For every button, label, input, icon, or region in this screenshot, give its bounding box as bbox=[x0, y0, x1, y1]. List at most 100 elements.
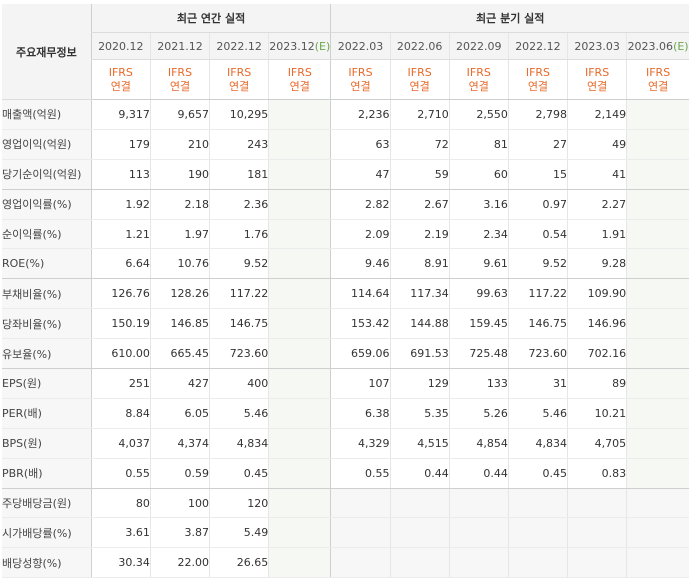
annual-value-cell: 9,317 bbox=[90, 99, 151, 130]
consolidated-label: 연결 bbox=[468, 79, 489, 93]
period-label: 2022.06 bbox=[396, 39, 443, 53]
quarter-value-cell: 117.34 bbox=[389, 278, 450, 310]
period-label: 2022.09 bbox=[456, 39, 502, 53]
ifrs-label: IFRS bbox=[525, 65, 551, 79]
ifrs-label: IFRS bbox=[348, 65, 373, 79]
annual-value-cell: 146.75 bbox=[209, 308, 269, 340]
quarter-value-cell: 2,149 bbox=[567, 99, 627, 130]
quarter-value-cell: 725.48 bbox=[448, 338, 509, 370]
table-row: 영업이익률(%) 1.92 2.18 2.36 2.82 2.67 3.16 0.97 2.27 bbox=[2, 189, 689, 220]
quarter-period-5: 2023.06(E) bbox=[626, 32, 689, 60]
annual-value-cell: 1.21 bbox=[90, 219, 151, 250]
estimate-mark: (E) bbox=[314, 39, 331, 53]
empty-cell bbox=[507, 488, 568, 519]
consolidated-label: 연결 bbox=[527, 79, 549, 93]
annual-value-cell: 6.05 bbox=[149, 398, 210, 429]
table-row: 배당성향(%) 30.34 22.00 26.65 bbox=[2, 547, 689, 578]
quarter-value-cell: 5.35 bbox=[389, 398, 450, 429]
annual-value-cell: 2.18 bbox=[149, 189, 210, 220]
consolidated-label: 연결 bbox=[350, 79, 371, 93]
quarter-value-cell bbox=[626, 248, 689, 280]
quarter-value-cell bbox=[626, 458, 689, 489]
annual-value-cell bbox=[268, 189, 331, 220]
quarter-period-4: 2023.03 bbox=[567, 32, 627, 60]
quarter-value-cell: 146.96 bbox=[567, 308, 627, 340]
annual-value-cell: 146.85 bbox=[149, 308, 210, 340]
annual-period-2: 2022.12 bbox=[209, 32, 269, 60]
annual-value-cell: 3.61 bbox=[90, 517, 151, 549]
empty-cell bbox=[448, 517, 509, 549]
ifrs-consolidated-cell: IFRS 연결 bbox=[626, 59, 689, 100]
quarter-value-cell: 59 bbox=[389, 159, 450, 190]
quarter-value-cell: 10.21 bbox=[567, 398, 627, 429]
quarter-value-cell: 659.06 bbox=[330, 338, 391, 370]
quarter-value-cell: 99.63 bbox=[448, 278, 509, 310]
quarter-value-cell bbox=[626, 398, 689, 429]
table-row: 당기순이익(억원) 113 190 181 47 59 60 15 41 bbox=[2, 159, 689, 190]
annual-value-cell: 9,657 bbox=[149, 99, 210, 130]
annual-value-cell: 0.59 bbox=[149, 458, 210, 489]
quarter-value-cell: 0.97 bbox=[507, 189, 568, 220]
row-label: 순이익률(%) bbox=[2, 219, 92, 250]
quarter-value-cell bbox=[626, 189, 689, 220]
row-label: 당기순이익(억원) bbox=[2, 159, 92, 190]
row-label: 부채비율(%) bbox=[2, 278, 92, 310]
quarter-period-3: 2022.12 bbox=[507, 32, 568, 60]
quarter-value-cell: 159.45 bbox=[448, 308, 509, 340]
quarter-value-cell: 129 bbox=[389, 368, 450, 399]
table-row: PER(배) 8.84 6.05 5.46 6.38 5.35 5.26 5.46 10.21 bbox=[2, 398, 689, 429]
annual-value-cell: 610.00 bbox=[90, 338, 151, 370]
annual-value-cell bbox=[268, 517, 331, 549]
quarter-value-cell: 117.22 bbox=[507, 278, 568, 310]
empty-cell bbox=[507, 517, 568, 549]
quarter-value-cell: 27 bbox=[507, 129, 568, 160]
quarter-value-cell: 1.91 bbox=[567, 219, 627, 250]
quarter-value-cell: 63 bbox=[330, 129, 391, 160]
annual-value-cell: 427 bbox=[149, 368, 210, 399]
quarter-value-cell: 2.09 bbox=[330, 219, 391, 250]
annual-value-cell bbox=[268, 159, 331, 190]
annual-value-cell bbox=[268, 308, 331, 340]
annual-value-cell: 251 bbox=[90, 368, 151, 399]
ifrs-consolidated-cell: IFRS 연결 bbox=[389, 59, 450, 100]
quarter-value-cell bbox=[626, 278, 689, 310]
annual-value-cell: 26.65 bbox=[209, 547, 269, 578]
row-label: 영업이익률(%) bbox=[2, 189, 92, 220]
ifrs-consolidated-cell: IFRS 연결 bbox=[149, 59, 210, 100]
row-label: ROE(%) bbox=[2, 248, 92, 280]
annual-value-cell: 150.19 bbox=[90, 308, 151, 340]
table-row: PBR(배) 0.55 0.59 0.45 0.55 0.44 0.44 0.45 0.83 bbox=[2, 458, 689, 489]
ifrs-label: IFRS bbox=[584, 65, 610, 79]
quarter-value-cell: 89 bbox=[567, 368, 627, 399]
table-row: BPS(원) 4,037 4,374 4,834 4,329 4,515 4,854 4,83… bbox=[2, 428, 689, 459]
quarter-value-cell: 41 bbox=[567, 159, 627, 190]
annual-value-cell: 1.97 bbox=[149, 219, 210, 250]
empty-cell bbox=[330, 517, 391, 549]
table-row: 당좌비율(%) 150.19 146.85 146.75 153.42 144.88 159… bbox=[2, 308, 689, 340]
quarter-value-cell: 146.75 bbox=[507, 308, 568, 340]
ifrs-label: IFRS bbox=[167, 65, 193, 79]
table-row: 부채비율(%) 126.76 128.26 117.22 114.64 117.34 99.… bbox=[2, 278, 689, 310]
annual-value-cell bbox=[268, 338, 331, 370]
quarter-value-cell: 4,705 bbox=[567, 428, 627, 459]
quarter-period-0: 2022.03 bbox=[330, 32, 391, 60]
period-label: 2023.06 bbox=[627, 39, 674, 53]
quarter-value-cell: 15 bbox=[507, 159, 568, 190]
annual-value-cell: 210 bbox=[149, 129, 210, 160]
quarter-value-cell: 4,834 bbox=[507, 428, 568, 459]
empty-cell bbox=[626, 517, 689, 549]
table-row: 순이익률(%) 1.21 1.97 1.76 2.09 2.19 2.34 0.54 1.91 bbox=[2, 219, 689, 250]
quarter-value-cell: 133 bbox=[448, 368, 509, 399]
quarter-value-cell bbox=[626, 308, 689, 340]
quarter-value-cell: 114.64 bbox=[330, 278, 391, 310]
annual-value-cell bbox=[268, 488, 331, 519]
empty-cell bbox=[507, 547, 568, 578]
annual-value-cell: 4,834 bbox=[209, 428, 269, 459]
quarter-value-cell: 47 bbox=[330, 159, 391, 190]
quarter-value-cell: 72 bbox=[389, 129, 450, 160]
quarter-value-cell: 2,798 bbox=[507, 99, 568, 130]
ifrs-consolidated-cell: IFRS 연결 bbox=[567, 59, 627, 100]
ifrs-consolidated-cell: IFRS 연결 bbox=[507, 59, 568, 100]
annual-value-cell bbox=[268, 248, 331, 280]
annual-value-cell bbox=[268, 398, 331, 429]
